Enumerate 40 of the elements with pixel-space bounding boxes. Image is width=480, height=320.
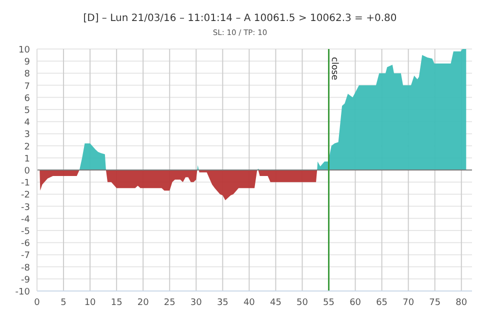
x-tick-label: 10 bbox=[84, 298, 96, 308]
x-tick-label: 50 bbox=[296, 298, 308, 308]
x-tick-label: 65 bbox=[376, 298, 388, 308]
y-tick-label: -2 bbox=[21, 190, 30, 201]
y-tick-label: -6 bbox=[21, 239, 30, 250]
y-tick-label: 7 bbox=[24, 82, 30, 92]
x-tick-label: 60 bbox=[350, 298, 362, 308]
y-tick-label: 10 bbox=[18, 46, 30, 56]
y-tick-label: 6 bbox=[24, 94, 30, 104]
x-tick-label: 75 bbox=[429, 298, 441, 308]
chart-title: [D] – Lun 21/03/16 – 11:01:14 – A 10061.5 > 10062.3 = +0.80 bbox=[83, 13, 397, 24]
y-tick-label: 4 bbox=[24, 118, 30, 128]
y-tick-label: -1 bbox=[21, 178, 30, 189]
y-tick-label: 2 bbox=[24, 142, 30, 152]
x-tick-label: 40 bbox=[243, 298, 256, 308]
x-tick-label: 35 bbox=[216, 298, 228, 308]
y-tick-label: -8 bbox=[21, 263, 30, 274]
y-tick-label: -5 bbox=[21, 227, 30, 237]
y-tick-label: 0 bbox=[24, 166, 30, 176]
x-tick-label: 55 bbox=[323, 298, 334, 308]
y-tick-label: -3 bbox=[21, 202, 30, 213]
x-tick-label: 5 bbox=[60, 298, 66, 308]
ref-line-label: close bbox=[328, 57, 339, 81]
y-tick-label: 5 bbox=[24, 106, 30, 116]
y-tick-label: 1 bbox=[24, 154, 30, 164]
x-tick-label: 20 bbox=[137, 298, 150, 308]
x-tick-label: 25 bbox=[164, 298, 176, 308]
x-tick-label: 80 bbox=[456, 298, 468, 308]
x-tick-label: 15 bbox=[110, 298, 122, 308]
y-tick-label: 9 bbox=[24, 58, 30, 68]
y-tick-label: 8 bbox=[24, 70, 30, 80]
y-tick-label: -4 bbox=[21, 214, 30, 225]
x-tick-label: 45 bbox=[270, 298, 282, 308]
x-tick-label: 30 bbox=[190, 298, 202, 308]
y-tick-label: 3 bbox=[24, 130, 30, 140]
y-tick-label: -9 bbox=[21, 275, 30, 286]
x-tick-label: 70 bbox=[402, 298, 414, 308]
y-tick-label: -7 bbox=[21, 251, 30, 262]
x-tick-label: 0 bbox=[34, 298, 40, 308]
y-tick-label: -10 bbox=[15, 288, 30, 298]
